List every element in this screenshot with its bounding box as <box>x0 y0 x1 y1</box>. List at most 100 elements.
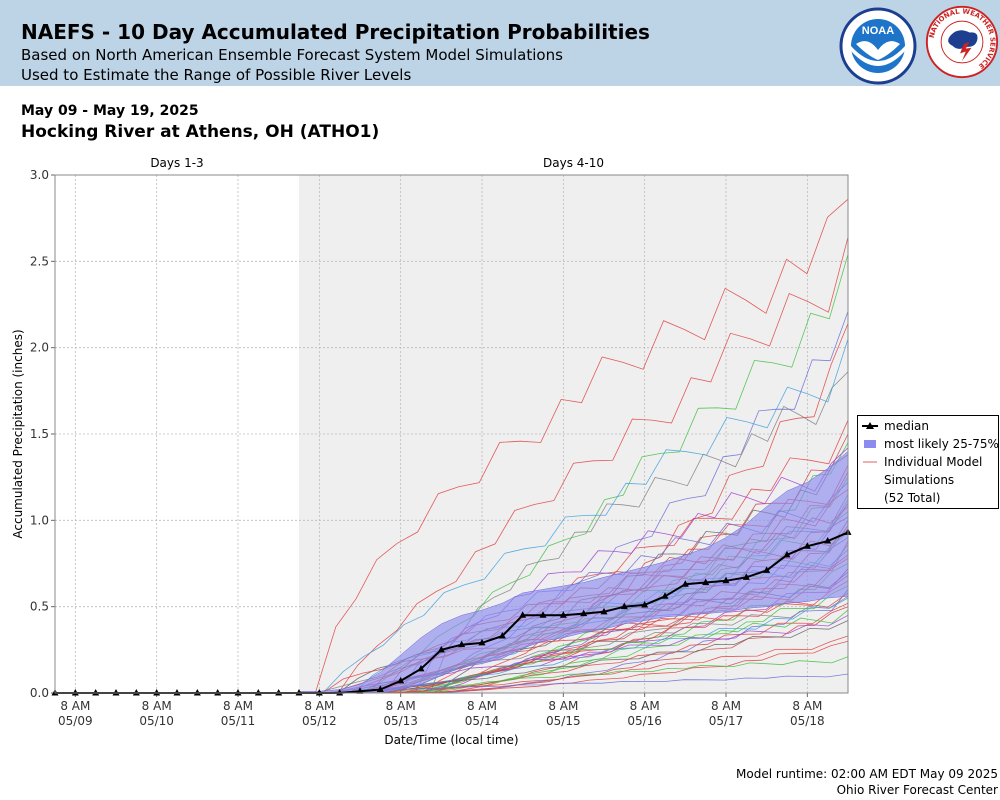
forecast-date-range: May 09 - May 19, 2025 <box>21 103 199 119</box>
median-point <box>173 689 181 696</box>
median-point <box>112 689 120 696</box>
plot-frame <box>54 174 849 694</box>
y-tick-label: 1.5 <box>30 427 49 441</box>
x-tick-label-time: 8 AM <box>792 699 822 713</box>
median-point <box>722 576 730 584</box>
median-point <box>458 640 466 648</box>
x-tick-label-date: 05/14 <box>465 714 500 728</box>
median-point <box>71 689 79 696</box>
median-point <box>620 602 628 610</box>
median-point <box>92 689 100 696</box>
x-tick-label-time: 8 AM <box>711 699 741 713</box>
median-point <box>132 689 140 696</box>
page-title: NAEFS - 10 Day Accumulated Precipitation… <box>21 20 650 44</box>
median-point <box>214 689 222 696</box>
ensemble-member-line <box>413 609 849 694</box>
forecast-center: Ohio River Forecast Center <box>836 783 998 797</box>
median-point <box>478 638 486 646</box>
median-point <box>783 550 791 558</box>
nws-logo[interactable]: NATIONAL WEATHER SERVICE <box>924 4 1000 80</box>
y-tick-label: 0.0 <box>30 686 49 700</box>
ensemble-member-line <box>344 597 849 694</box>
median-point <box>193 689 201 696</box>
median-point <box>763 566 771 573</box>
median-point <box>661 592 669 599</box>
median-point <box>234 689 242 696</box>
median-point <box>437 645 445 653</box>
forecast-location: Hocking River at Athens, OH (ATHO1) <box>21 122 380 142</box>
x-tick-label-date: 05/16 <box>627 714 662 728</box>
median-point <box>681 580 689 587</box>
x-tick-label-date: 05/09 <box>58 714 93 728</box>
median-point <box>315 689 323 696</box>
median-point <box>519 611 527 618</box>
legend-members-label-2: Simulations <box>884 473 955 487</box>
median-point <box>824 537 832 544</box>
ensemble-member-line <box>329 620 849 694</box>
x-tick-label-time: 8 AM <box>630 699 660 713</box>
x-tick-label-date: 05/11 <box>221 714 256 728</box>
noaa-logo[interactable]: NOAA <box>838 6 918 86</box>
chart-legend: median most likely 25-75% Individual Mod… <box>857 415 999 509</box>
noaa-logo-text: NOAA <box>862 25 894 37</box>
legend-band-swatch <box>864 440 876 448</box>
x-tick-label-time: 8 AM <box>467 699 497 713</box>
legend-item-members-3: (52 Total) <box>884 489 940 507</box>
median-point <box>356 687 364 694</box>
legend-members-swatch <box>863 461 877 463</box>
legend-item-band: most likely 25-75% <box>862 435 999 453</box>
y-tick-label: 2.0 <box>30 341 49 355</box>
x-axis-label: Date/Time (local time) <box>384 733 518 747</box>
median-point <box>742 573 750 580</box>
legend-band-label: most likely 25-75% <box>884 437 999 451</box>
x-tick-label-time: 8 AM <box>304 699 334 713</box>
x-tick-label-date: 05/10 <box>139 714 174 728</box>
ensemble-member-line <box>313 237 849 694</box>
x-tick-label-date: 05/13 <box>383 714 418 728</box>
ensemble-member-line <box>290 198 849 694</box>
median-point <box>498 632 506 639</box>
median-point <box>275 689 283 696</box>
legend-item-members-2: Simulations <box>884 471 954 489</box>
x-tick-label-time: 8 AM <box>60 699 90 713</box>
ensemble-member-line <box>375 640 849 694</box>
legend-median-swatch <box>862 422 878 429</box>
legend-item-median: median <box>862 417 929 435</box>
y-axis-label: Accumulated Precipitation (inches) <box>11 329 25 538</box>
median-point <box>641 600 649 608</box>
y-tick-label: 3.0 <box>30 168 49 182</box>
x-tick-label-time: 8 AM <box>386 699 416 713</box>
median-point <box>254 689 262 696</box>
model-runtime: Model runtime: 02:00 AM EDT May 09 2025 <box>736 767 998 781</box>
x-tick-label-date: 05/17 <box>709 714 744 728</box>
page-subtitle-1: Based on North American Ensemble Forecas… <box>21 46 563 64</box>
x-tick-label-time: 8 AM <box>142 699 172 713</box>
median-point <box>417 664 425 672</box>
legend-item-members: Individual Model <box>862 453 982 471</box>
x-tick-label-date: 05/15 <box>546 714 581 728</box>
x-tick-label-date: 05/12 <box>302 714 337 728</box>
legend-members-label: Individual Model <box>884 455 983 469</box>
period-label: Days 1-3 <box>150 156 203 170</box>
median-point <box>295 689 303 696</box>
median-point <box>803 542 811 549</box>
y-tick-label: 0.5 <box>30 600 49 614</box>
legend-members-count: (52 Total) <box>884 491 941 505</box>
median-point <box>539 611 547 618</box>
ensemble-member-line <box>405 371 849 694</box>
ensemble-member-line <box>398 656 849 694</box>
median-point <box>376 685 384 693</box>
ensemble-member-line <box>298 338 849 694</box>
y-tick-label: 1.0 <box>30 513 49 527</box>
page-subtitle-2: Used to Estimate the Range of Possible R… <box>21 66 412 84</box>
x-tick-label-time: 8 AM <box>223 699 253 713</box>
period-label: Days 4-10 <box>543 156 604 170</box>
median-point <box>600 607 608 615</box>
median-point <box>702 578 710 585</box>
precipitation-chart: Days 1-3 Days 4-10 0.0 0.5 1.0 1.5 2.0 2.5 3.0 8 … <box>11 156 852 747</box>
legend-median-label: median <box>884 419 929 433</box>
median-point <box>559 611 567 618</box>
median-point <box>153 689 161 696</box>
x-tick-label-date: 05/18 <box>790 714 825 728</box>
y-tick-label: 2.5 <box>30 254 49 268</box>
